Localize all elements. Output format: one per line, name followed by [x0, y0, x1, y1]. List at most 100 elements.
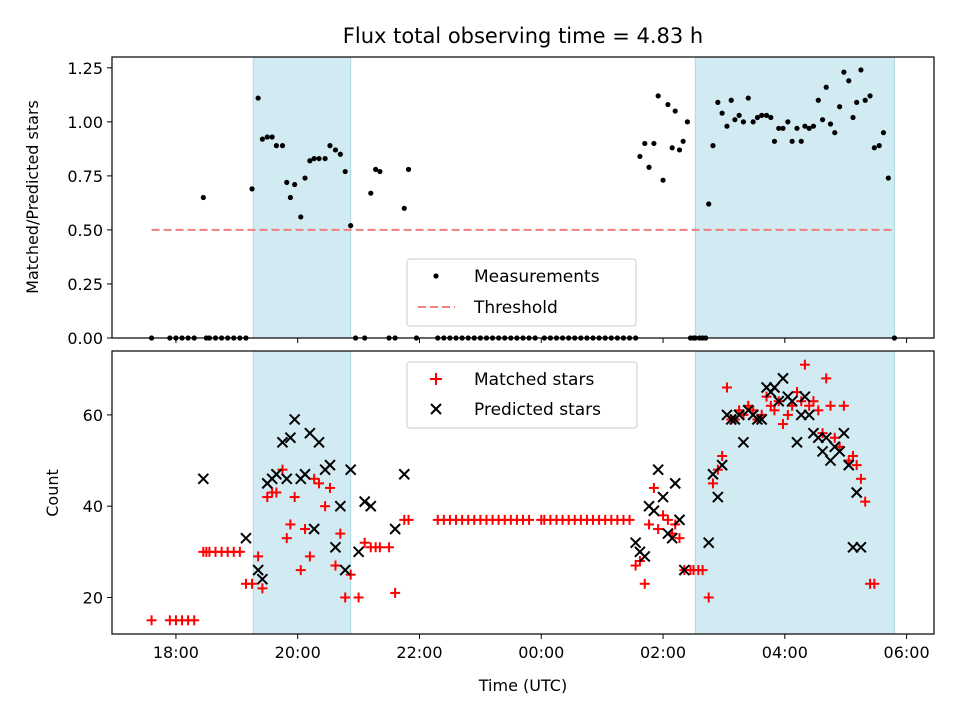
x-stroke: [240, 532, 252, 544]
y-tick-label: 1.00: [67, 113, 103, 132]
x-axis-label: Time (UTC): [478, 676, 567, 695]
legend-label-threshold: Threshold: [473, 298, 558, 318]
x-stroke: [276, 436, 289, 448]
measurement-point: [307, 158, 313, 164]
x-stroke: [838, 427, 850, 439]
x-stroke: [751, 413, 764, 426]
x-stroke: [703, 537, 715, 549]
x-stroke: [755, 413, 768, 426]
predicted-star-point: [755, 413, 768, 426]
matched-star-point: [821, 373, 832, 384]
measurement-point: [348, 223, 354, 229]
predicted-star-point: [308, 523, 320, 535]
predicted-star-point: [398, 468, 410, 480]
x-stroke: [308, 523, 320, 535]
predicted-star-point: [284, 432, 297, 444]
matched-star-point: [335, 528, 346, 539]
shaded-intervals-top: [252, 57, 895, 338]
matched-star-point: [777, 419, 788, 430]
predicted-star-point: [716, 459, 728, 471]
x-tick-label: 04:00: [762, 643, 808, 662]
measurement-point: [665, 101, 671, 108]
x-stroke: [737, 436, 750, 448]
measurement-point: [798, 138, 804, 144]
matched-star-point: [189, 615, 200, 626]
measurement-point: [832, 130, 838, 136]
y-tick-label: 0.50: [67, 221, 103, 240]
matched-star-point: [639, 578, 650, 589]
predicted-star-point: [673, 514, 686, 526]
predicted-star-point: [855, 541, 867, 553]
matched-star-point: [769, 405, 780, 416]
measurement-point: [646, 164, 652, 170]
measurement-point: [724, 123, 730, 129]
measurement-point: [373, 166, 379, 172]
y-axis-label-bottom: Count: [43, 469, 62, 517]
measurement-point: [789, 138, 795, 144]
measurement-point: [740, 119, 747, 125]
axes-frame-bottom: [111, 350, 935, 635]
x-stroke: [773, 395, 785, 407]
matched-star-point: [345, 569, 356, 580]
measurement-point: [732, 117, 738, 123]
measurement-point: [279, 143, 286, 149]
x-stroke: [639, 550, 651, 563]
y-tick-label: 20: [83, 588, 103, 607]
x-tick-label: 06:00: [884, 643, 930, 662]
matched-star-point: [320, 501, 331, 512]
measurement-point: [680, 138, 686, 144]
x-stroke: [657, 491, 669, 503]
measurement-point: [841, 69, 847, 75]
measurement-point: [672, 108, 678, 114]
predicted-star-point: [777, 372, 789, 385]
measurement-point: [273, 143, 279, 149]
matched-star-point: [359, 537, 370, 548]
x-stroke: [816, 445, 829, 458]
predicted-star-point: [324, 459, 336, 471]
measurement-point: [655, 93, 661, 99]
predicted-star-point: [803, 409, 815, 421]
predicted-star-point: [850, 486, 863, 499]
x-stroke: [339, 564, 351, 576]
matched-star-point: [330, 560, 341, 571]
measurement-point: [854, 99, 860, 105]
counts-panel: 18:00 20:00 22:00 00:00 02:00 04:00 06:00 20 40 6…: [43, 350, 935, 695]
matched-star-point: [390, 587, 401, 598]
predicted-star-point: [329, 541, 342, 553]
predicted-star-point: [339, 564, 351, 576]
x-stroke: [398, 468, 410, 480]
x-stroke: [820, 432, 832, 444]
x-stroke: [673, 514, 686, 526]
predicted-star-point: [270, 468, 283, 480]
measurement-point: [292, 181, 298, 188]
predicted-star-point: [733, 409, 745, 421]
legend-label-matched: Matched stars: [474, 370, 594, 390]
x-stroke: [803, 409, 815, 421]
ratio-panel: 0.00 0.25 0.50 0.75 1.00 1.25 Matched/Predict…: [23, 56, 935, 348]
matched-star-point: [799, 359, 810, 370]
shaded-interval: [253, 57, 351, 338]
predicted-star-point: [838, 427, 850, 439]
matched-star-point: [314, 478, 325, 489]
legend-label-predicted: Predicted stars: [474, 400, 601, 420]
matched-star-point: [281, 533, 292, 544]
x-stroke: [733, 409, 745, 421]
x-stroke: [304, 427, 316, 439]
x-stroke: [777, 372, 789, 385]
x-stroke: [270, 468, 283, 480]
predicted-star-point: [304, 427, 316, 439]
shaded-interval: [695, 351, 895, 634]
x-stroke: [284, 432, 297, 444]
measurement-point: [269, 134, 275, 140]
measurement-point: [342, 168, 348, 175]
x-stroke: [389, 523, 401, 535]
matched-star-point: [277, 464, 288, 475]
measurement-point: [794, 125, 800, 131]
predicted-star-point: [652, 463, 664, 476]
ticks-top: 0.00 0.25 0.50 0.75 1.00 1.25: [67, 59, 908, 348]
measurement-point: [405, 166, 412, 172]
legend-label-measurements: Measurements: [474, 267, 600, 287]
measurement-point: [771, 138, 778, 144]
x-stroke: [334, 500, 347, 512]
measurement-point: [862, 97, 868, 103]
